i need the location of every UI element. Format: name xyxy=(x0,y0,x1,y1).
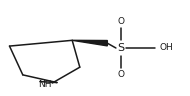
Text: S: S xyxy=(117,43,124,53)
Text: O: O xyxy=(117,17,124,26)
Polygon shape xyxy=(72,40,107,46)
Text: O: O xyxy=(117,70,124,79)
Text: OH: OH xyxy=(159,43,173,53)
Text: NH: NH xyxy=(38,80,51,89)
